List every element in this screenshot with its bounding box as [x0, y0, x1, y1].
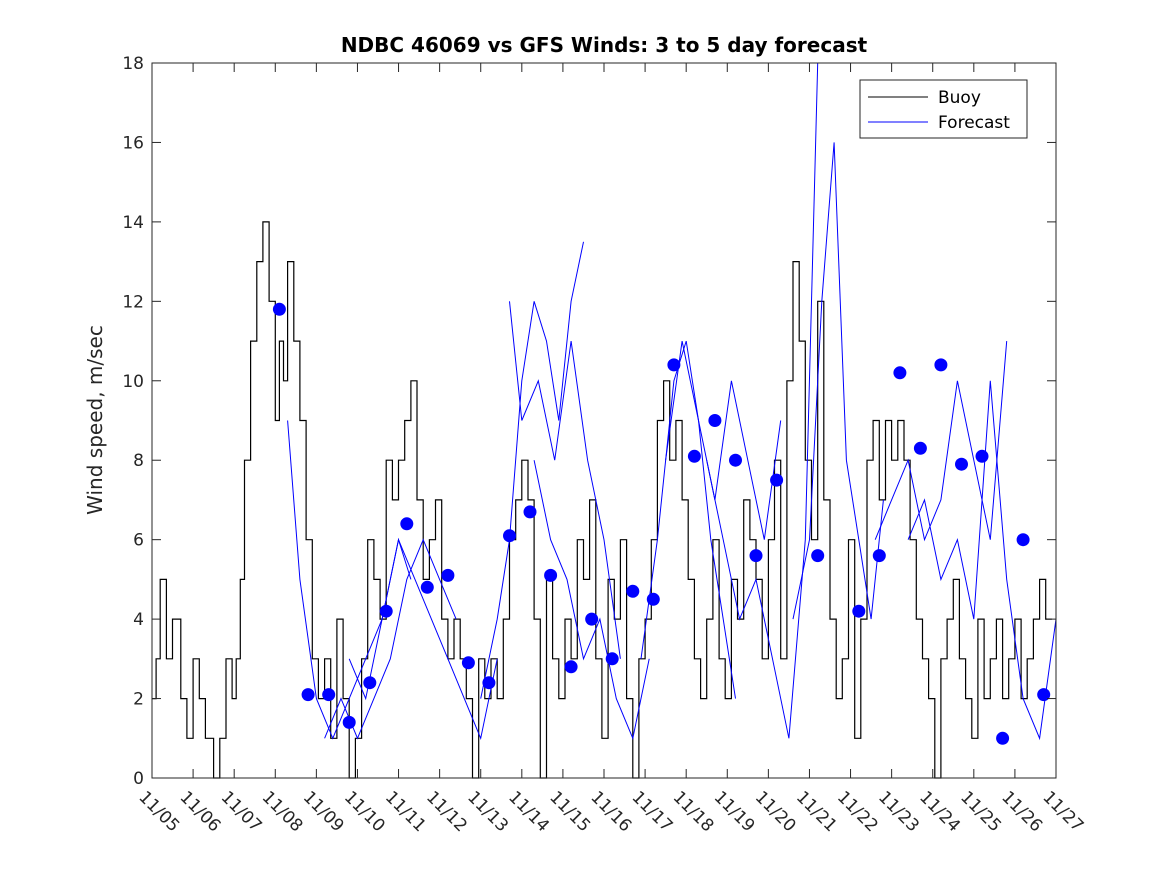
- forecast-point: [770, 473, 784, 487]
- forecast-point: [441, 568, 455, 582]
- forecast-point: [482, 676, 496, 690]
- forecast-point: [729, 453, 742, 467]
- buoy-series: [152, 221, 1052, 779]
- forecast-point: [955, 457, 968, 471]
- legend: Buoy Forecast: [859, 79, 1028, 139]
- forecast-run-line: [907, 380, 1057, 741]
- forecast-point: [708, 414, 722, 427]
- y-tick-label: 0: [133, 769, 144, 789]
- forecast-point: [363, 676, 377, 690]
- forecast-run-line: [324, 538, 457, 740]
- forecast-point: [605, 652, 619, 666]
- forecast-run-line: [792, 142, 884, 620]
- y-tick-label: 6: [133, 531, 144, 551]
- forecast-point: [585, 612, 599, 626]
- forecast-points: [272, 302, 1051, 745]
- forecast-point: [893, 366, 907, 380]
- y-tick-label: 8: [133, 451, 144, 471]
- forecast-series: [287, 62, 1057, 741]
- forecast-point: [749, 549, 763, 563]
- legend-box: [859, 79, 1028, 139]
- forecast-point: [975, 449, 989, 463]
- forecast-point: [626, 584, 640, 598]
- y-tick-label: 16: [122, 133, 144, 153]
- forecast-point: [811, 549, 825, 563]
- forecast-point: [301, 688, 315, 702]
- y-tick-label: 2: [133, 690, 144, 710]
- y-tick-label: 10: [122, 372, 144, 392]
- forecast-point: [564, 660, 578, 674]
- buoy-line: [152, 221, 1052, 779]
- y-tick-label: 12: [122, 292, 144, 312]
- forecast-run-line: [533, 460, 650, 740]
- y-tick-label: 18: [122, 54, 144, 74]
- forecast-point: [342, 715, 356, 729]
- forecast-point: [503, 529, 516, 543]
- forecast-run-line: [480, 241, 584, 699]
- forecast-point: [1037, 688, 1051, 702]
- y-tick-label: 4: [133, 610, 144, 630]
- forecast-point: [687, 449, 701, 463]
- forecast-point: [872, 549, 886, 563]
- y-tick-label: 14: [122, 213, 144, 233]
- forecast-point: [379, 604, 393, 618]
- legend-label-buoy: Buoy: [938, 88, 981, 108]
- forecast-point: [1016, 533, 1030, 547]
- forecast-point: [523, 505, 537, 519]
- forecast-point: [913, 441, 927, 455]
- forecast-point: [461, 656, 475, 670]
- forecast-run-line: [640, 340, 736, 699]
- forecast-run-line: [874, 341, 1008, 542]
- forecast-point: [420, 580, 434, 594]
- forecast-point: [852, 604, 866, 618]
- forecast-run-line: [509, 301, 621, 659]
- forecast-point: [667, 358, 681, 372]
- forecast-point: [400, 517, 414, 531]
- forecast-point: [996, 731, 1010, 745]
- y-axis-label: Wind speed, m/sec: [83, 325, 107, 515]
- forecast-point: [646, 592, 660, 606]
- forecast-point: [322, 688, 336, 702]
- chart-title: NDBC 46069 vs GFS Winds: 3 to 5 day fore…: [341, 33, 868, 57]
- forecast-point: [934, 358, 948, 372]
- forecast-run-line: [665, 340, 782, 540]
- forecast-point: [272, 302, 286, 316]
- forecast-run-line: [348, 538, 498, 740]
- legend-label-forecast: Forecast: [938, 113, 1010, 133]
- forecast-point: [544, 568, 558, 582]
